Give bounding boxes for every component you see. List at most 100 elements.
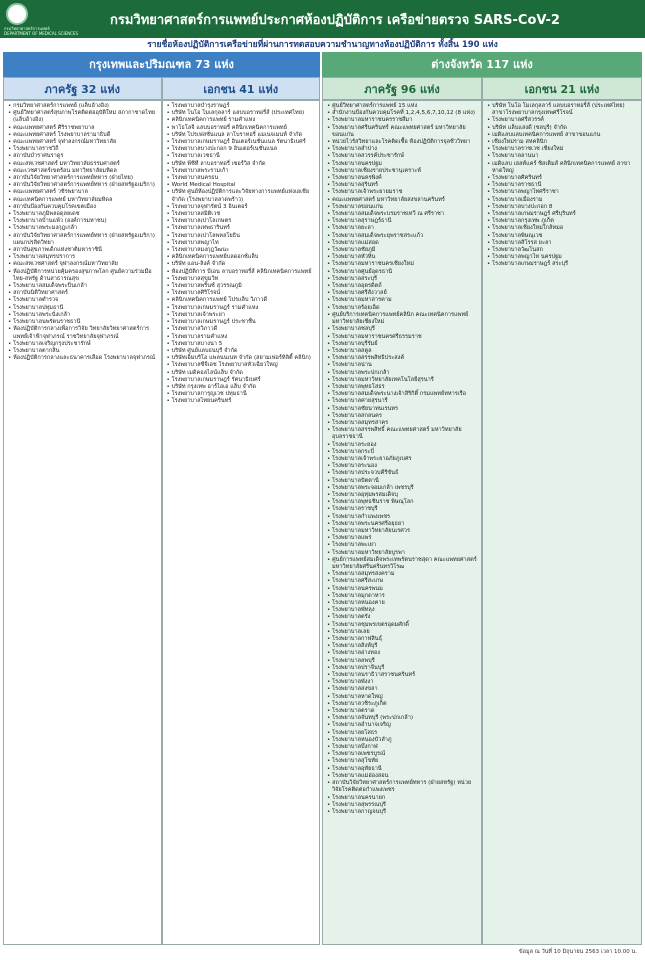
- list-item: โรงพยาบาลลำปาง: [326, 146, 478, 153]
- list-item: โรงพยาบาลเชียงรายประชานุเคราะห์: [326, 168, 478, 175]
- list-item: โรงพยาบาลขอนแก่น: [326, 204, 478, 211]
- list-item: โรงพยาบาลหนองบัวลำภู: [326, 737, 478, 744]
- list-item: โรงพยาบาลพุทธโสธร: [326, 384, 478, 391]
- list-item: คณะแพทยศาสตร์ มหาวิทยาลัยสงขลานครินทร์: [326, 197, 478, 204]
- list-item: โรงพยาบาลสรรพสิทธิ์ คณะแพทยศาสตร์ มหาวิท…: [326, 427, 478, 441]
- list-item: โรงพยาบาลน่าน: [326, 362, 478, 369]
- list-item: โรงพยาบาลเกษมราษฎร์ รามคำแหง: [166, 305, 317, 312]
- list-item: โรงพยาบาลบุรีรัมย์: [326, 341, 478, 348]
- list-item: บริษัท แอน-ลิงค์ จำกัด: [166, 261, 317, 268]
- list-item: โรงพยาบาลจันทบุรี (พระปกเกล้า): [326, 715, 478, 722]
- list-item: โรงพยาบาลตากสิน: [7, 348, 158, 355]
- list-item: หน่วยไวรัสวิทยาและโรคติดเชื้อ ห้องปฏิบัต…: [326, 139, 478, 146]
- list-item: โรงพยาบาลสมเด็จพระนางเจ้าสิริกิติ์ กรมแพ…: [326, 391, 478, 398]
- list-item: คณะแพทยศาสตร์ โรงพยาบาลรามาธิบดี: [7, 132, 158, 139]
- region-header: กรุงเทพและปริมณฑล 73 แห่ง: [3, 52, 320, 77]
- list-item: โรงพยาบาลหาดใหญ่: [326, 694, 478, 701]
- list-item: คณะแพทยศาสตร์ ศิริราชพยาบาล: [7, 125, 158, 132]
- list: กรมวิทยาศาสตร์การแพทย์ (แล็บอ้างอิง)ศูนย…: [7, 103, 158, 362]
- list-item: สถาบันวิจัยวิทยาศาสตร์การแพทย์ทหาร (ฝ่าย…: [7, 233, 158, 247]
- group-header: ภาครัฐ 32 แห่ง: [3, 77, 162, 100]
- list-item: โรงพยาบาลพระนั่งเกล้า: [7, 312, 158, 319]
- list-item: โรงพยาบาลศรีสะเกษ: [326, 578, 478, 585]
- list-item: ศูนย์วิทยาศาสตร์สุขภาพโรคติดต่ออุบัติใหม…: [7, 110, 158, 124]
- list-item: โรงพยาบาลชัยนาทนเรนทร: [326, 406, 478, 413]
- list-item: สถาบันวิจัยวิทยาศาสตร์การแพทย์ทหาร (ฝ่าย…: [326, 780, 478, 794]
- group-header: ภาครัฐ 96 แห่ง: [322, 77, 482, 100]
- logo-subname: DEPARTMENT OF MEDICAL SCIENCES: [4, 31, 78, 36]
- list-item: โรงพยาบาลสงขลา: [326, 686, 478, 693]
- list-item: โรงพยาบาลราชบุรี: [326, 506, 478, 513]
- list-item: โรงพยาบาลซีจีเอช โรงพยาบาลหัวเฉียวใหญ่: [166, 362, 317, 369]
- list-item: โรงพยาบาลสิงห์บุรี: [326, 643, 478, 650]
- list-item: โรงพยาบาลมหาวิทยาลัยนเรศวร: [326, 528, 478, 535]
- list-item: โรงพยาบาลสมุทรสงคราม: [326, 571, 478, 578]
- list-item: คณะสหเวชศาสตร์ จุฬาลงกรณ์มหาวิทยาลัย: [7, 261, 158, 268]
- list-item: โรงพยาบาลอำนาจเจริญ: [326, 722, 478, 729]
- list-item: โรงพยาบาลศรีสวรรค์: [486, 117, 638, 124]
- list-item: โรงพยาบาลเทพธารินทร์: [166, 225, 317, 232]
- list-item: ห้องปฏิบัติการหน่วยคุ้มครองสุขภาพโลก ศูน…: [7, 269, 158, 283]
- list-item: สถาบันบำราศนราดูร: [7, 153, 158, 160]
- list-item: โรงพยาบาลพริ้นซ์ สุวรรณภูมิ: [166, 283, 317, 290]
- list-item: โรงพยาบาลนครธน: [166, 175, 317, 182]
- list-item: โรงพยาบาลระนอง: [326, 463, 478, 470]
- list-item: โรงพยาบาลตราด: [326, 708, 478, 715]
- list: โรงพยาบาลบำรุงราษฎร์บริษัท โนโอ โมเลกุลล…: [166, 103, 317, 406]
- list-item: โรงพยาบาลบำรุงราษฎร์: [166, 103, 317, 110]
- list-item: โรงพยาบาลกาญจนบุรี: [326, 809, 478, 816]
- list-item: โรงพยาบาลเจ้าพระยายมราช: [326, 189, 478, 196]
- list-item: โรงพยาบาลเปาโลเกษตร: [166, 218, 317, 225]
- list-item: โรงพยาบาลสมุทรปราการ: [7, 254, 158, 261]
- list-item: โรงพยาบาลวัฒโนสถ: [486, 247, 638, 254]
- list-item: โรงพยาบาลสมเด็จพระปิ่นเกล้า: [7, 283, 158, 290]
- list-item: โรงพยาบาลร้อยเอ็ด: [326, 305, 478, 312]
- list-item: ห้องปฏิบัติการกลางเพื่อการวิจัย วิทยาลัย…: [7, 326, 158, 340]
- list-item: สำนักงานป้องกันควบคุมโรคที่ 1,2,4,5,6,7,…: [326, 110, 478, 117]
- group-header: เอกชน 41 แห่ง: [161, 77, 320, 100]
- list-item: โรงพยาบาลลพบุรี: [326, 658, 478, 665]
- list-item: ห้องปฏิบัติการกลางและธนาคารเลือด โรงพยาบ…: [7, 355, 158, 362]
- list-item: คณะเวชศาสตร์เขตร้อน มหาวิทยาลัยมหิดล: [7, 168, 158, 175]
- list-item: โรงพยาบาลมุกดาหาร: [326, 593, 478, 600]
- list-item: โรงพยาบาลเชียงใหม่ใกล้หมอ: [486, 225, 638, 232]
- list-item: โรงพยาบาลนครนายก: [326, 795, 478, 802]
- group-list: บริษัท โนโอ โมเลกุลลาร์ แลบบอราทอรี่ส์ (…: [482, 100, 642, 945]
- list-item: บริษัท กรุงเทพ อาร์ไอเอ แล็บ จำกัด: [166, 384, 317, 391]
- list-item: โรงพยาบาลพระมงกุฎเกล้า: [7, 225, 158, 232]
- list-item: โรงพยาบาลอุทุมพรสมเด็จบุ: [326, 492, 478, 499]
- list-item: โรงพยาบาลพญาไท: [166, 240, 317, 247]
- list-item: โรงพยาบาลสุรินทร์: [326, 182, 478, 189]
- list-item: โรงพยาบาลศูนย์อุดรธานี: [326, 269, 478, 276]
- list-item: โรงพยาบาลหัวหิน: [326, 254, 478, 261]
- group-header: เอกชน 21 แห่ง: [482, 77, 642, 100]
- list-item: โรงพยาบาลศิครินทร์: [486, 175, 638, 182]
- list-item: โรงพยาบาลเลย: [326, 629, 478, 636]
- list-item: โรงพยาบาลบึงกาฬ: [326, 744, 478, 751]
- list-item: โรงพยาบาลเกษมราษฎร์ สระบุรี: [486, 261, 638, 268]
- list-item: บริษัท ศูนย์ห้องปฏิบัติการและวิจัยทางการ…: [166, 189, 317, 203]
- list-item: สถาบันป้องกันควบคุมโรคเขตเมือง: [7, 204, 158, 211]
- list-item: โรงพยาบาลกาฬสินธุ์: [326, 636, 478, 643]
- list-item: โรงพยาบาลมหาสารคาม: [326, 297, 478, 304]
- list-item: บริษัท ศูนย์แลบธนบุรี จำกัด: [166, 348, 317, 355]
- list-item: โรงพยาบาลมหาวิทยาลัยเทคโนโลยีสุรนารี: [326, 377, 478, 384]
- list-item: โรงพยาบาลปทุมธานี: [7, 305, 158, 312]
- region-header: ต่างจังหวัด 117 แห่ง: [322, 52, 642, 77]
- list-item: โรงพยาบาลปราจีนบุรี: [326, 665, 478, 672]
- list-item: โรงพยาบาลสตูล: [326, 348, 478, 355]
- list-item: โรงพยาบาลเวชธานี: [166, 153, 317, 160]
- list-item: โรงพยาบาลพิษณุเวช: [486, 233, 638, 240]
- list-item: โรงพยาบาลกระบี่: [326, 449, 478, 456]
- list-item: โรงพยาบาลเกษมราษฎร์ อินเตอร์เนชั่นแนล รั…: [166, 139, 317, 146]
- list-item: สถาบันสุขภาพเด็กแห่งชาติมหาราชินี: [7, 247, 158, 254]
- list-item: โรงพยาบาลลานนา: [486, 153, 638, 160]
- list-item: โรงพยาบาลตรัง: [326, 614, 478, 621]
- list-item: โรงพยาบาลพญาไทศรีราชา: [486, 189, 638, 196]
- list-item: โรงพยาบาลพุทธชินราช พิษณุโลก: [326, 499, 478, 506]
- footer-note: ข้อมูล ณ วันที่ 10 มิถุนายน 2563 เวลา 10…: [518, 949, 637, 955]
- list-item: โรงพยาบาลตำรวจ: [7, 297, 158, 304]
- list-item: โรงพยาบาลวชิระภูเก็ต: [326, 701, 478, 708]
- list-item: โรงพยาบาลนราธิวาสราชนครินทร์: [326, 672, 478, 679]
